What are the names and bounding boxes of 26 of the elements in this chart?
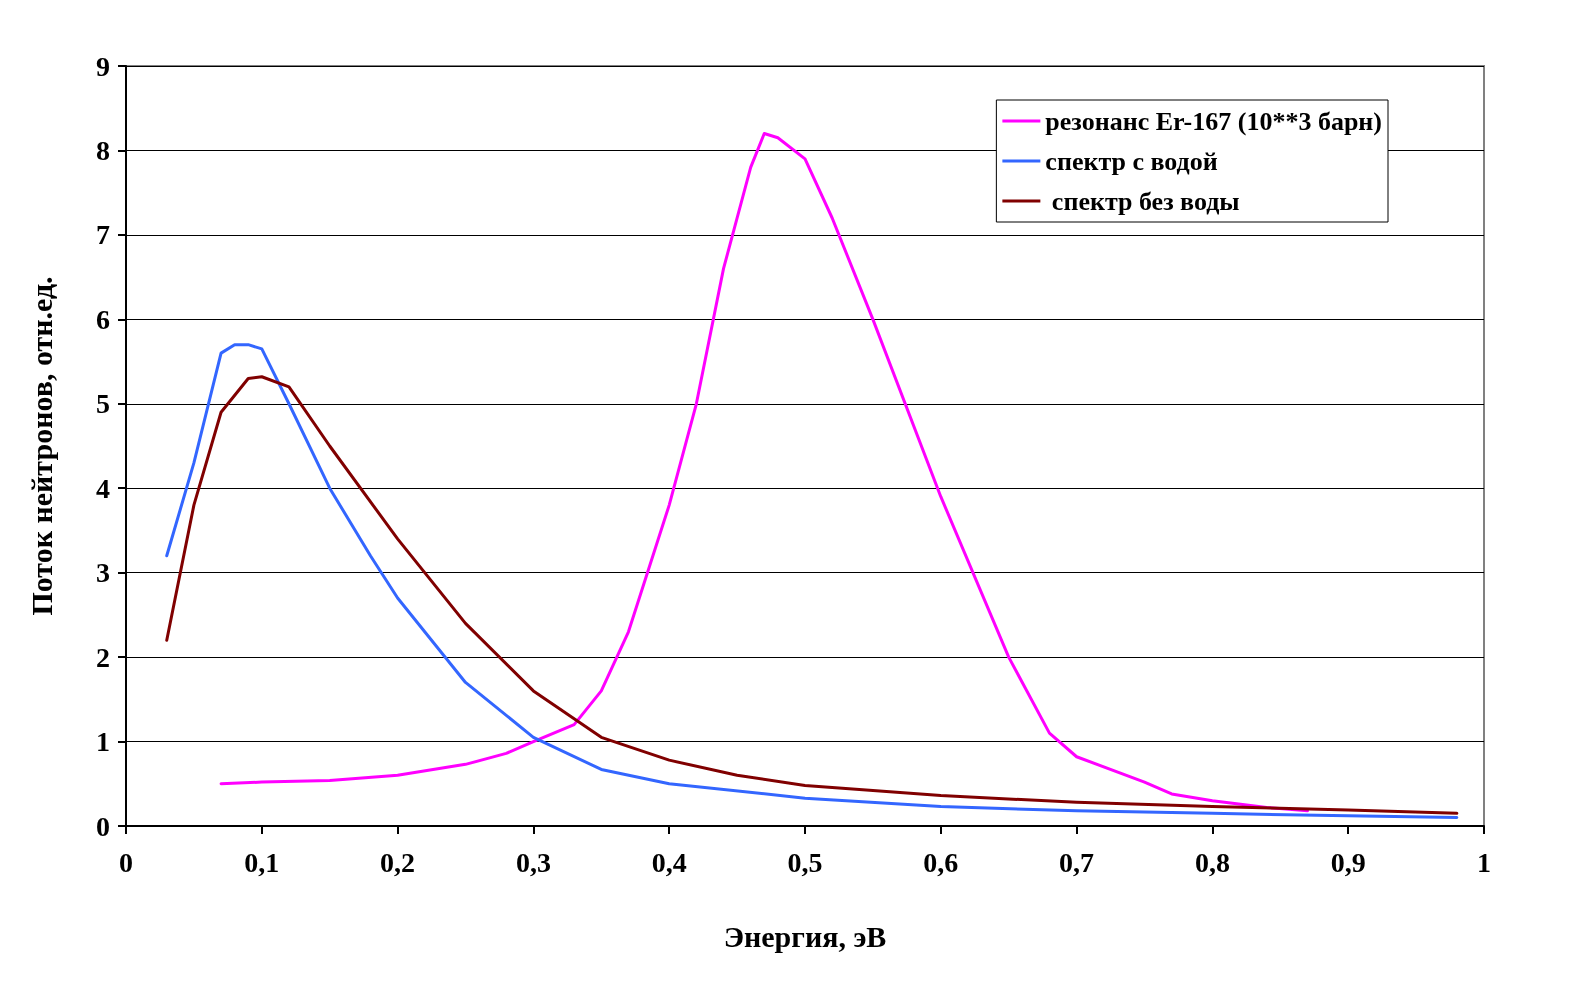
x-tick-label: 1 [1477, 846, 1491, 878]
y-tick-label: 4 [96, 472, 110, 504]
y-tick-label: 0 [96, 810, 110, 842]
legend-label: спектр с водой [1045, 146, 1218, 176]
y-tick-label: 2 [96, 641, 110, 673]
x-tick-label: 0,2 [380, 846, 416, 878]
legend-label: спектр без воды [1045, 186, 1240, 216]
legend-label: резонанс Er-167 (10**3 барн) [1045, 106, 1383, 136]
y-tick-label: 1 [96, 726, 110, 758]
y-tick-label: 3 [96, 557, 110, 589]
x-axis-title: Энергия, эВ [723, 919, 887, 953]
x-tick-label: 0 [119, 846, 133, 878]
y-tick-label: 5 [96, 388, 110, 420]
y-tick-label: 6 [96, 303, 110, 335]
y-tick-label: 7 [96, 219, 110, 251]
y-tick-label: 9 [96, 50, 110, 82]
x-tick-label: 0,8 [1194, 846, 1230, 878]
x-tick-label: 0,7 [1059, 846, 1095, 878]
x-tick-label: 0,3 [515, 846, 551, 878]
x-tick-label: 0,4 [651, 846, 687, 878]
y-axis-title: Поток нейтронов, отн.ед. [24, 276, 58, 616]
x-tick-label: 0,9 [1330, 846, 1366, 878]
y-tick-label: 8 [96, 134, 110, 166]
x-tick-label: 0,1 [244, 846, 280, 878]
x-tick-label: 0,5 [787, 846, 823, 878]
x-tick-label: 0,6 [923, 846, 959, 878]
